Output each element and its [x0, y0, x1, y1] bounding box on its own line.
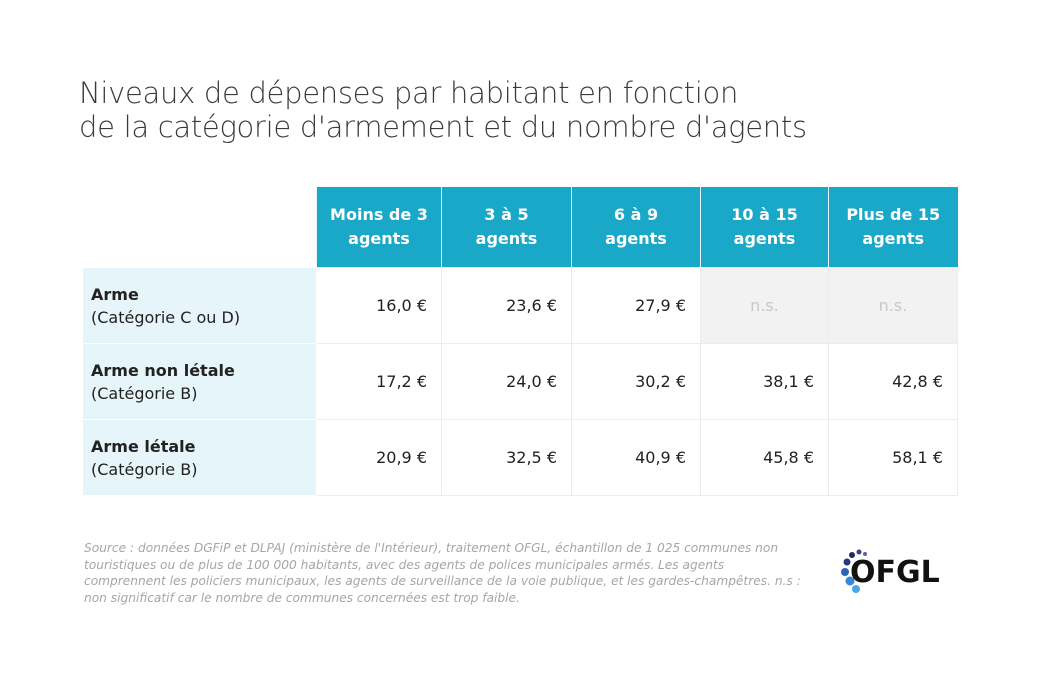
row-label: Arme (Catégorie C ou D) — [82, 267, 317, 344]
table-cell: 42,8 € — [828, 343, 958, 420]
corner-cell — [82, 187, 317, 268]
column-header: 3 à 5 agents — [441, 187, 572, 268]
table-row: Arme (Catégorie C ou D) 16,0 € 23,6 € 27,… — [82, 267, 958, 344]
table-cell: 30,2 € — [571, 343, 701, 420]
table-cell-ns: n.s. — [828, 267, 958, 344]
table-cell: 17,2 € — [316, 343, 442, 420]
table-row: Arme létale (Catégorie B) 20,9 € 32,5 € 4… — [82, 419, 958, 496]
slide-title: Niveaux de dépenses par habitant en fonc… — [79, 76, 807, 144]
table-cell: 24,0 € — [441, 343, 572, 420]
table-row: Arme non létale (Catégorie B) 17,2 € 24,0… — [82, 343, 958, 420]
spending-table: Moins de 3 agents 3 à 5 agents 6 à 9 agents… — [82, 187, 958, 496]
table-cell: 27,9 € — [571, 267, 701, 344]
logo-text: OFGL — [850, 555, 940, 590]
table-cell: 32,5 € — [441, 419, 572, 496]
title-line-2: de la catégorie d'armement et du nombre … — [79, 110, 807, 144]
column-header: Plus de 15 agents — [828, 187, 958, 268]
source-note: Source : données DGFiP et DLPAJ (ministè… — [84, 541, 801, 605]
table-cell: 38,1 € — [700, 343, 829, 420]
table-cell: 20,9 € — [316, 419, 442, 496]
table-cell: 58,1 € — [828, 419, 958, 496]
table-cell: 40,9 € — [571, 419, 701, 496]
row-label: Arme non létale (Catégorie B) — [82, 343, 317, 420]
row-label: Arme létale (Catégorie B) — [82, 419, 317, 496]
title-line-1: Niveaux de dépenses par habitant en fonc… — [79, 76, 739, 110]
table-cell: 23,6 € — [441, 267, 572, 344]
header-row: Moins de 3 agents 3 à 5 agents 6 à 9 agents… — [82, 187, 958, 268]
table-cell: 45,8 € — [700, 419, 829, 496]
table-cell-ns: n.s. — [700, 267, 829, 344]
table-cell: 16,0 € — [316, 267, 442, 344]
column-header: Moins de 3 agents — [316, 187, 442, 268]
ofgl-logo: OFGL — [841, 549, 940, 593]
column-header: 10 à 15 agents — [700, 187, 829, 268]
column-header: 6 à 9 agents — [571, 187, 701, 268]
